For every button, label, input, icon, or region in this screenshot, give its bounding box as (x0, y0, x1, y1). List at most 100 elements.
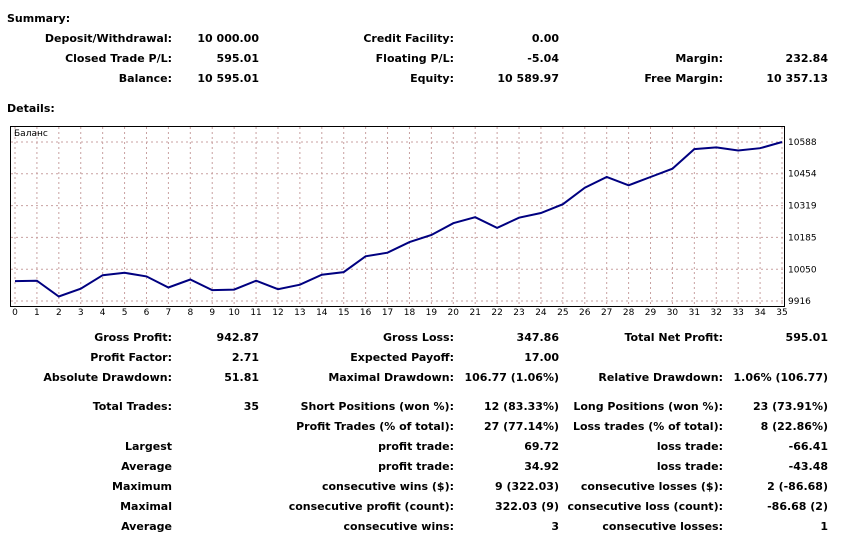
maximal-loss-value: -86.68 (2) (767, 500, 828, 513)
largest-profit-label: profit trade: (378, 440, 454, 453)
credit-value: 0.00 (531, 32, 559, 45)
y-tick-label: 10185 (788, 233, 817, 243)
x-tick-label: 18 (404, 308, 416, 318)
average-loss-label: loss trade: (656, 460, 723, 473)
x-tick-label: 28 (623, 308, 635, 318)
absolute-drawdown-value: 51.81 (224, 371, 259, 384)
short-positions-value: 12 (83.33%) (483, 400, 559, 413)
average-profit-value: 34.92 (524, 460, 559, 473)
average2-label: Average (121, 520, 172, 533)
average-profit-label: profit trade: (378, 460, 454, 473)
max-losses-label: consecutive losses ($): (580, 480, 723, 493)
x-tick-label: 20 (448, 308, 460, 318)
y-tick-label: 10319 (788, 202, 817, 212)
x-tick-label: 13 (294, 308, 305, 318)
avg-losses-label: consecutive losses: (602, 520, 723, 533)
x-tick-label: 12 (272, 308, 283, 318)
average-label: Average (121, 460, 172, 473)
deposit-label: Deposit/Withdrawal: (44, 32, 172, 45)
x-tick-label: 21 (469, 308, 480, 318)
margin-value: 232.84 (785, 52, 828, 65)
balance-chart-frame (10, 126, 785, 307)
y-tick-label: 9916 (788, 297, 811, 307)
x-tick-label: 15 (338, 308, 349, 318)
balance-value: 10 595.01 (197, 72, 259, 85)
y-tick-label: 10454 (788, 170, 817, 180)
x-tick-label: 10 (228, 308, 240, 318)
credit-label: Credit Facility: (363, 32, 454, 45)
x-tick-label: 16 (360, 308, 372, 318)
chart-y-ticks: 10588 10454 10319 10185 10050 9916 (788, 138, 817, 307)
balance-label: Balance: (118, 72, 172, 85)
long-positions-label: Long Positions (won %): (573, 400, 723, 413)
x-tick-label: 7 (166, 308, 172, 318)
chart-x-ticks: 0 1 2 3 4 5 6 7 8 9 10 11 12 13 14 15 16 17 18 19 20 21 22 23 24… (12, 308, 788, 318)
avg-losses-value: 1 (820, 520, 828, 533)
free-margin-label: Free Margin: (644, 72, 723, 85)
avg-wins-label: consecutive wins: (343, 520, 454, 533)
total-trades-label: Total Trades: (92, 400, 172, 413)
profit-factor-value: 2.71 (231, 351, 259, 364)
relative-drawdown-value: 1.06% (106.77) (733, 371, 829, 384)
deposit-value: 10 000.00 (197, 32, 259, 45)
x-tick-label: 6 (144, 308, 150, 318)
profit-factor-label: Profit Factor: (90, 351, 172, 364)
closed-pl-value: 595.01 (216, 52, 259, 65)
short-positions-label: Short Positions (won %): (300, 400, 454, 413)
maximal-profit-value: 322.03 (9) (495, 500, 559, 513)
maximal-drawdown-value: 106.77 (1.06%) (464, 371, 560, 384)
largest-profit-value: 69.72 (524, 440, 559, 453)
maximum-label: Maximum (112, 480, 172, 493)
details-heading: Details: (7, 102, 55, 115)
gross-loss-label: Gross Loss: (383, 331, 454, 344)
largest-loss-value: -66.41 (788, 440, 828, 453)
x-tick-label: 8 (187, 308, 193, 318)
chart-series-label: Баланс (14, 129, 48, 139)
x-tick-label: 22 (491, 308, 502, 318)
balance-line (14, 141, 783, 298)
largest-label: Largest (125, 440, 172, 453)
y-tick-label: 10588 (788, 138, 817, 148)
x-tick-label: 9 (209, 308, 215, 318)
gross-loss-value: 347.86 (516, 331, 559, 344)
x-tick-label: 34 (754, 308, 766, 318)
expected-payoff-label: Expected Payoff: (350, 351, 454, 364)
maximal-loss-label: consecutive loss (count): (567, 500, 723, 513)
max-wins-value: 9 (322.03) (495, 480, 559, 493)
x-tick-label: 1 (34, 308, 40, 318)
loss-trades-value: 8 (22.86%) (760, 420, 828, 433)
maximal-profit-label: consecutive profit (count): (288, 500, 454, 513)
summary-heading: Summary: (7, 12, 71, 25)
x-tick-label: 33 (732, 308, 743, 318)
x-tick-label: 19 (426, 308, 438, 318)
chart-grid (11, 127, 784, 306)
total-net-profit-label: Total Net Profit: (624, 331, 724, 344)
avg-wins-value: 3 (551, 520, 559, 533)
relative-drawdown-label: Relative Drawdown: (598, 371, 723, 384)
closed-pl-label: Closed Trade P/L: (65, 52, 172, 65)
absolute-drawdown-label: Absolute Drawdown: (43, 371, 172, 384)
x-tick-label: 32 (711, 308, 722, 318)
x-tick-label: 27 (601, 308, 612, 318)
average-loss-value: -43.48 (788, 460, 828, 473)
maximal-label: Maximal (120, 500, 172, 513)
x-tick-label: 14 (316, 308, 328, 318)
equity-label: Equity: (410, 72, 454, 85)
x-tick-label: 0 (12, 308, 18, 318)
free-margin-value: 10 357.13 (766, 72, 828, 85)
maximal-drawdown-label: Maximal Drawdown: (328, 371, 454, 384)
x-tick-label: 2 (56, 308, 62, 318)
max-wins-label: consecutive wins ($): (321, 480, 454, 493)
margin-label: Margin: (675, 52, 723, 65)
x-tick-label: 30 (667, 308, 679, 318)
y-tick-label: 10050 (788, 265, 817, 275)
chart-line-layer (14, 141, 783, 298)
x-tick-label: 26 (579, 308, 591, 318)
x-tick-label: 3 (78, 308, 84, 318)
profit-trades-value: 27 (77.14%) (483, 420, 559, 433)
x-tick-label: 24 (535, 308, 547, 318)
x-tick-label: 23 (513, 308, 524, 318)
x-tick-label: 31 (689, 308, 700, 318)
gross-profit-label: Gross Profit: (94, 331, 172, 344)
x-tick-label: 4 (100, 308, 106, 318)
